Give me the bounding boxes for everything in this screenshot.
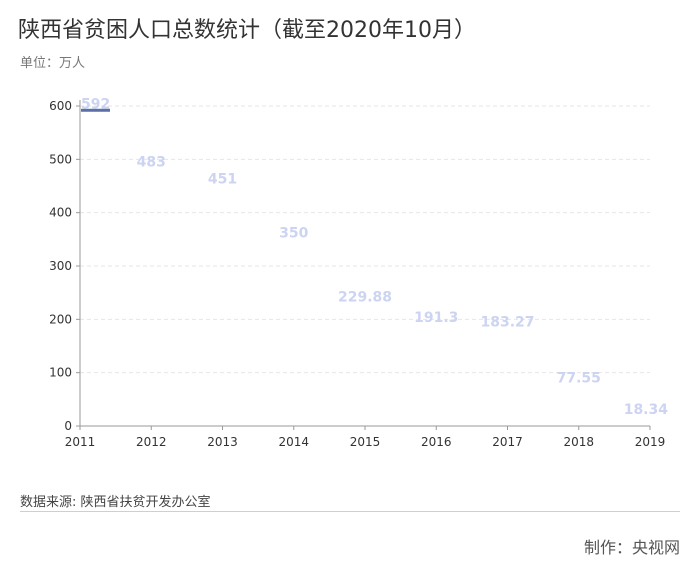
y-tick-label: 100	[49, 366, 72, 380]
x-tick-label: 2018	[563, 435, 594, 449]
x-tick-label: 2017	[492, 435, 523, 449]
x-tick-label: 2015	[350, 435, 381, 449]
bars	[81, 108, 110, 112]
y-tick-label: 200	[49, 312, 72, 326]
data-label: 183.27	[480, 314, 534, 330]
bar-mark	[81, 108, 110, 112]
data-label: 451	[208, 171, 237, 187]
x-tick-label: 2016	[421, 435, 452, 449]
grid-lines	[80, 105, 650, 374]
y-tick-label: 0	[64, 419, 72, 433]
data-label: 18.34	[624, 402, 669, 418]
x-tick-labels: 2011 2012 2013 2014 2015 2016 2017 2018 2019	[65, 435, 666, 449]
axes	[76, 100, 651, 430]
y-tick-labels: 0 100 200 300 400 500 600	[49, 99, 72, 433]
data-labels: 592 483 451 350 229.88 191.3 183.27 77.55 18.34	[81, 96, 668, 418]
x-tick-label: 2014	[278, 435, 309, 449]
footer-divider	[20, 511, 680, 512]
data-label: 483	[137, 154, 166, 170]
data-label: 77.55	[557, 371, 601, 387]
data-source: 数据来源: 陕西省扶贫开发办公室	[20, 495, 211, 510]
x-tick-label: 2011	[65, 435, 96, 449]
y-tick-label: 400	[49, 206, 72, 220]
y-tick-label: 600	[49, 99, 72, 113]
y-tick-label: 500	[49, 152, 72, 166]
data-label: 191.3	[414, 310, 458, 326]
data-label: 229.88	[338, 289, 392, 305]
chart-title: 陕西省贫困人口总数统计（截至2020年10月）	[18, 18, 476, 43]
y-tick-label: 300	[49, 259, 72, 273]
x-tick-label: 2019	[635, 435, 666, 449]
x-tick-label: 2012	[136, 435, 167, 449]
x-tick-label: 2013	[207, 435, 238, 449]
producer-credit: 制作：央视网	[583, 538, 680, 557]
data-label: 350	[279, 225, 308, 241]
unit-label: 单位：万人	[20, 56, 86, 71]
data-label: 592	[81, 96, 110, 112]
